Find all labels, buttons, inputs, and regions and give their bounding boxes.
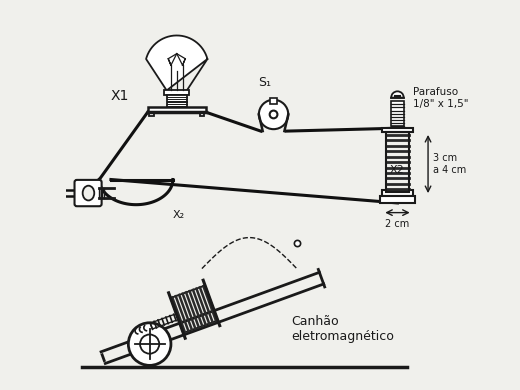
Bar [382,128,412,132]
Bar [391,101,404,126]
Text: Parafuso
1/8" x 1,5": Parafuso 1/8" x 1,5" [413,87,469,109]
Circle shape [140,335,159,354]
Text: X1: X1 [111,89,129,103]
Bar [386,132,409,192]
Bar [381,196,414,203]
FancyBboxPatch shape [74,180,101,206]
Circle shape [270,111,278,118]
Ellipse shape [83,186,94,200]
Circle shape [128,323,171,365]
Bar [149,112,154,116]
Bar [270,98,277,105]
Polygon shape [146,35,207,90]
Bar [200,112,204,116]
Text: 2 cm: 2 cm [385,219,410,229]
Text: S₁: S₁ [258,76,271,89]
Circle shape [259,100,288,129]
Bar [167,95,187,107]
Text: Canhão
eletromagnético: Canhão eletromagnético [291,315,394,343]
Bar [382,190,412,196]
Text: X2: X2 [389,165,405,175]
Text: 3 cm
a 4 cm: 3 cm a 4 cm [433,153,466,175]
Bar [148,107,206,112]
Bar [164,90,189,95]
Text: X₂: X₂ [173,210,185,220]
Wedge shape [391,91,404,98]
